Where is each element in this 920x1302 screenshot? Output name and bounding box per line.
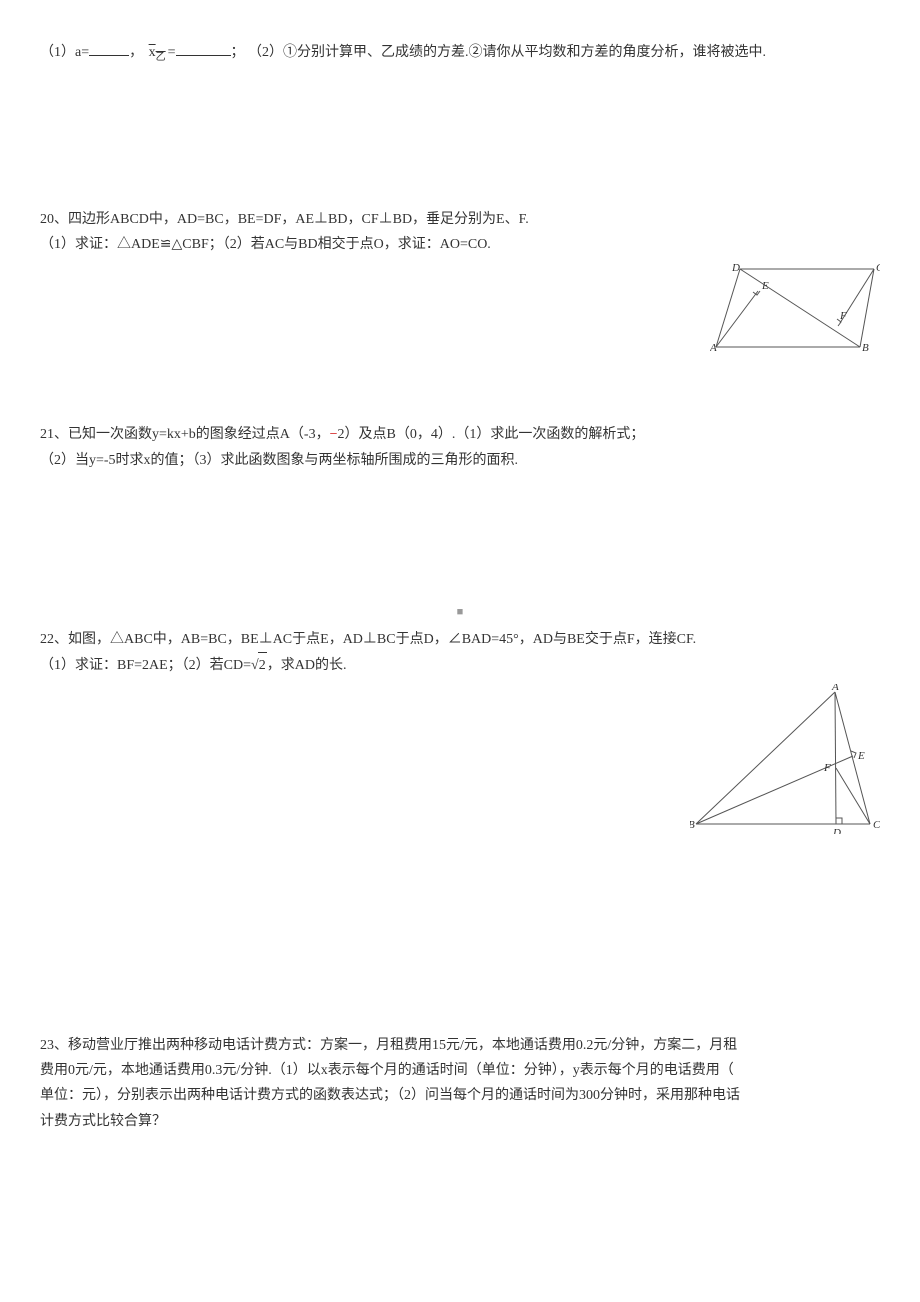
q22-svg: A B C D E F <box>690 684 880 834</box>
blank-a <box>89 41 129 56</box>
question-21: 21、已知一次函数y=kx+b的图象经过点A（-3，−2）及点B（0，4）.（1… <box>40 422 880 472</box>
q22-l2a: （1）求证：BF=2AE；（2）若CD= <box>40 658 251 673</box>
svg-text:B: B <box>690 819 695 831</box>
q20-line2: （1）求证：△ADE≌△CBF；（2）若AC与BD相交于点O，求证：AO=CO. <box>40 232 880 257</box>
q23-line4: 计费方式比较合算？ <box>40 1109 880 1134</box>
svg-text:D: D <box>731 263 740 274</box>
q22-figure: A B C D E F <box>690 684 880 843</box>
svg-text:E: E <box>857 750 865 762</box>
q19-line: （1）a= ， x乙= ； （2）①分别计算甲、乙成绩的方差.②请你从平均数和方差的… <box>40 40 880 67</box>
q23-line1: 23、移动营业厅推出两种移动电话计费方式：方案一，月租费用15元/元，本地通话费… <box>40 1033 880 1058</box>
center-marker: ■ <box>40 603 880 623</box>
q23-line2: 费用0元/元，本地通话费用0.3元/分钟.（1）以x表示每个月的通话时间（单位：… <box>40 1058 880 1083</box>
x-sym: x <box>149 45 156 60</box>
svg-text:E: E <box>761 280 769 292</box>
q19-p1-mid: ， <box>129 45 143 60</box>
svg-text:D: D <box>832 827 841 834</box>
q19-part2: （2）①分别计算甲、乙成绩的方差.②请你从平均数和方差的角度分析，谁将被选中. <box>248 45 766 60</box>
q19-p1-prefix: （1）a= <box>40 45 89 60</box>
question-19-part: （1）a= ， x乙= ； （2）①分别计算甲、乙成绩的方差.②请你从平均数和方差的… <box>40 40 880 67</box>
svg-text:C: C <box>873 819 880 831</box>
x-yi-bar: x乙 <box>147 45 168 60</box>
q23-line3: 单位：元），分别表示出两种电话计费方式的函数表达式；（2）问当每个月的通话时间为… <box>40 1083 880 1108</box>
question-22: 22、如图，△ABC中，AB=BC，BE⊥AC于点E，AD⊥BC于点D，∠BAD… <box>40 627 880 844</box>
q19-eq: = <box>168 45 176 60</box>
svg-text:B: B <box>862 342 869 353</box>
svg-text:A: A <box>831 684 839 693</box>
q20-svg: A B C D E F <box>710 263 880 353</box>
q22-l2b: ，求AD的长. <box>267 658 347 673</box>
svg-text:C: C <box>876 263 880 274</box>
q21-line1: 21、已知一次函数y=kx+b的图象经过点A（-3，−2）及点B（0，4）.（1… <box>40 422 880 447</box>
svg-text:F: F <box>839 310 847 322</box>
svg-text:F: F <box>823 762 831 774</box>
svg-text:A: A <box>710 342 717 353</box>
q22-line1: 22、如图，△ABC中，AB=BC，BE⊥AC于点E，AD⊥BC于点D，∠BAD… <box>40 627 880 652</box>
sqrt-val: 2 <box>258 652 267 678</box>
q21-l1b: 2）及点B（0，4）.（1）求此一次函数的解析式； <box>337 427 644 442</box>
q19-p1-suffix: ； <box>231 45 245 60</box>
blank-xyi <box>176 41 231 56</box>
q21-line2: （2）当y=-5时求x的值；（3）求此函数图象与两坐标轴所围成的三角形的面积. <box>40 448 880 473</box>
q20-line1: 20、四边形ABCD中，AD=BC，BE=DF，AE⊥BD，CF⊥BD，垂足分别… <box>40 207 880 232</box>
question-23: 23、移动营业厅推出两种移动电话计费方式：方案一，月租费用15元/元，本地通话费… <box>40 1033 880 1134</box>
q22-line2: （1）求证：BF=2AE；（2）若CD=√2，求AD的长. <box>40 652 880 678</box>
yi-sub: 乙 <box>156 52 166 63</box>
q20-figure: A B C D E F <box>710 263 880 362</box>
q21-l1a: 21、已知一次函数y=kx+b的图象经过点A（-3， <box>40 427 330 442</box>
question-20: 20、四边形ABCD中，AD=BC，BE=DF，AE⊥BD，CF⊥BD，垂足分别… <box>40 207 880 363</box>
